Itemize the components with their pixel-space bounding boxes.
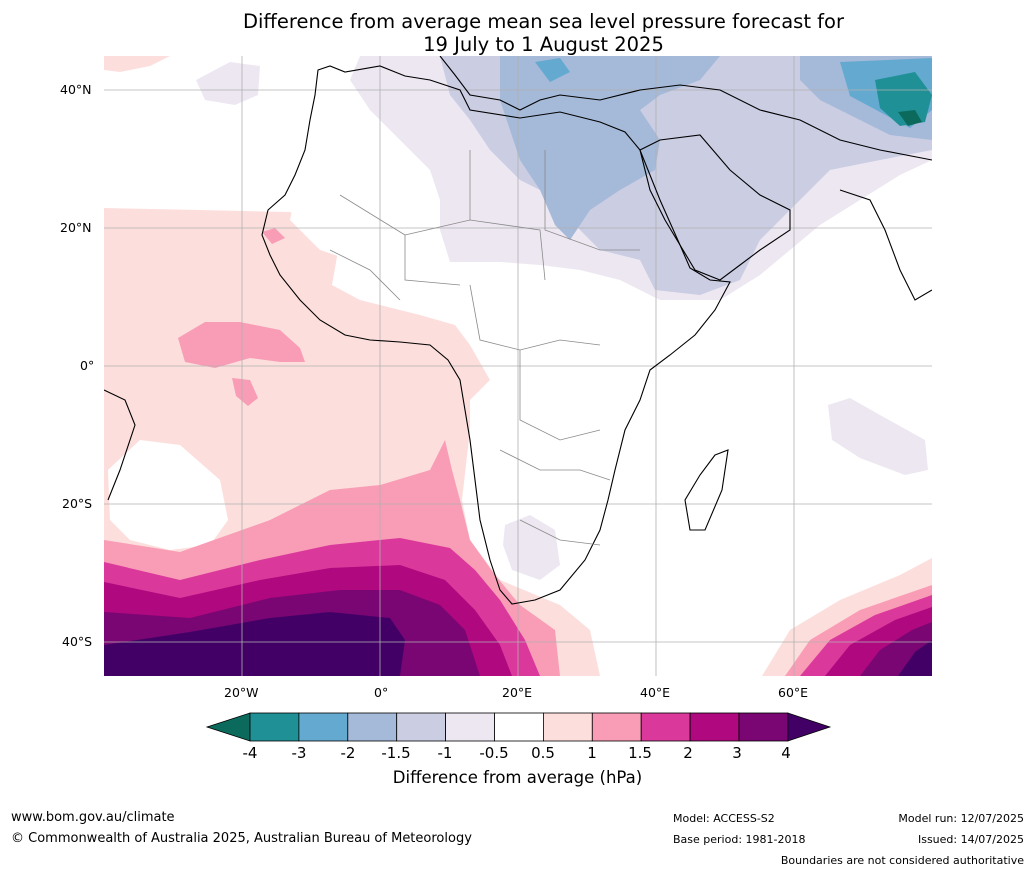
colorbar-label: -3 [291,744,307,762]
chart-title: Difference from average mean sea level p… [0,10,1035,56]
colorbar-label: 1 [587,744,597,762]
colorbar-segment [591,712,642,742]
colorbar-label: 2 [683,744,693,762]
colorbar-segment [445,712,495,742]
colorbar-label: -1.5 [381,744,411,762]
footer-base-period: Base period: 1981-2018 [673,833,806,846]
colorbar-label: 1.5 [628,744,652,762]
colorbar-extend-low [205,712,251,742]
anomaly-fill-neg-0.5-aegean-west [196,62,260,105]
anomaly-fill-above-4 [104,612,405,676]
colorbar-label: 4 [781,744,791,762]
anomaly-fill-1-1.5-wafrica [262,228,285,244]
footer-copyright: © Commonwealth of Australia 2025, Austra… [11,831,472,846]
colorbar-segment [396,712,447,742]
title-line-2: 19 July to 1 August 2025 [423,33,664,56]
india-coastline [839,189,932,301]
anomaly-fill-neg-3 [875,72,932,126]
anomaly-fill-1-1.5-small [232,378,258,406]
south-america-coastline [104,389,136,501]
colorbar-segment [494,712,544,742]
title-line-1: Difference from average mean sea level p… [243,10,844,33]
colorbar-label: -2 [340,744,356,762]
lat-label-20n: 20°N [60,220,92,235]
europe-coastline [439,56,932,161]
footer-model: Model: ACCESS-S2 [673,812,775,825]
footer-model-run: Model run: 12/07/2025 [898,812,1024,825]
lat-label-40s: 40°S [62,634,93,649]
colorbar-segment [640,712,691,742]
arabia-coastline [639,134,791,281]
colorbar-label: -4 [242,744,258,762]
colorbar-label: 3 [732,744,742,762]
lat-label-20s: 20°S [62,496,93,511]
anomaly-fill-neg-1.5 [500,56,720,240]
lon-label-40e: 40°E [640,685,671,700]
anomaly-fill-above-4-indian [898,640,932,676]
lon-label-20w: 20°W [224,685,259,700]
country-borders [329,150,640,546]
anomaly-fill-0.5-1-north-atlantic [104,56,170,72]
graticule [104,56,932,676]
anomaly-fill-neg-0.5-south [503,515,560,580]
anomaly-normal-south-atlantic [108,440,228,550]
colorbar-label: -1 [437,744,453,762]
anomaly-fill-1-1.5-equatorial [178,322,305,368]
anomaly-fill-neg-4 [898,110,922,126]
colorbar-segment [249,712,300,742]
colorbar-title: Difference from average (hPa) [392,768,643,787]
anomaly-fill-neg-0.5-indian [828,398,928,475]
lon-label-20e: 20°E [502,685,533,700]
footer-issued: Issued: 14/07/2025 [917,833,1024,846]
lat-label-40n: 40°N [60,82,92,97]
colorbar-extend-high [787,712,832,742]
africa-coastline [261,65,731,605]
anomaly-fill-neg-2 [535,58,570,82]
lon-label-60e: 60°E [778,685,809,700]
footer-disclaimer: Boundaries are not considered authoritat… [780,854,1024,867]
colorbar-segment [298,712,349,742]
footer-website: www.bom.gov.au/climate [11,810,175,825]
colorbar-label: -0.5 [479,744,509,762]
colorbar-label: 0.5 [531,744,555,762]
colorbar-segment [689,712,740,742]
colorbar-segment [543,712,593,742]
colorbar-segment [738,712,789,742]
coastlines [104,56,932,605]
colorbar-segment [347,712,398,742]
madagascar-coastline [684,449,729,531]
lat-label-equator: 0° [80,358,95,373]
lon-label-0: 0° [374,685,389,700]
